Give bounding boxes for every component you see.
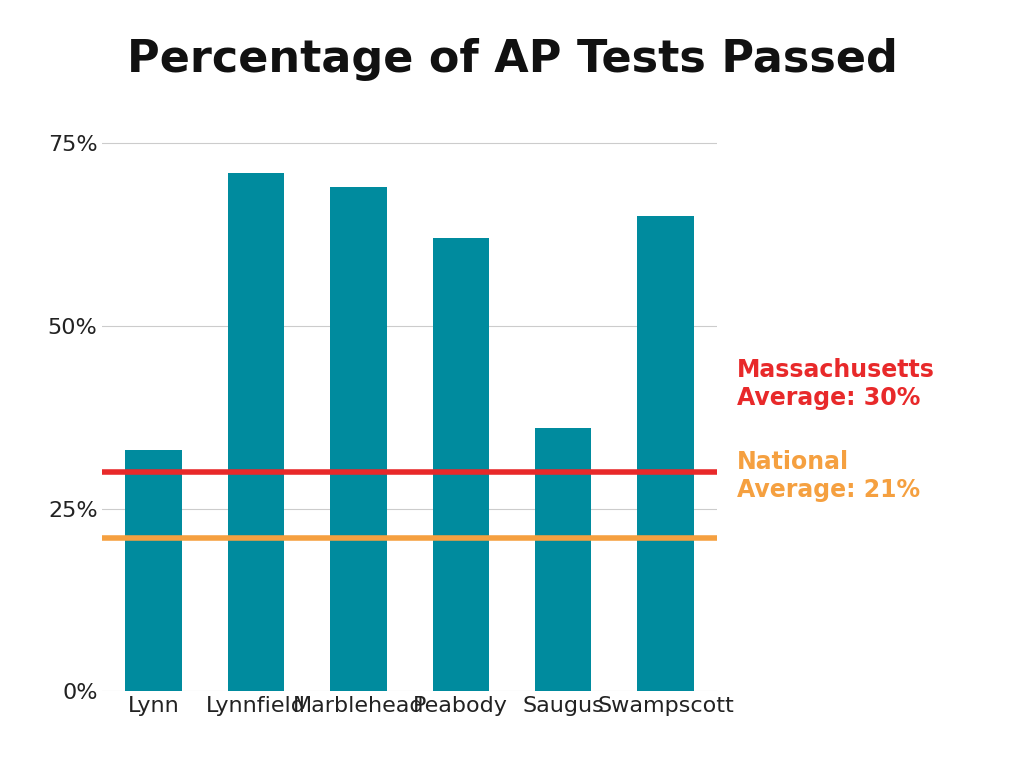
- Text: Massachusetts
Average: 30%: Massachusetts Average: 30%: [737, 358, 935, 410]
- Bar: [432, 238, 489, 691]
- Bar: [125, 450, 182, 691]
- Text: Percentage of AP Tests Passed: Percentage of AP Tests Passed: [127, 38, 897, 81]
- Bar: [637, 217, 693, 691]
- Text: National
Average: 21%: National Average: 21%: [737, 450, 921, 502]
- Bar: [330, 187, 387, 691]
- Bar: [227, 173, 284, 691]
- Bar: [535, 429, 592, 691]
